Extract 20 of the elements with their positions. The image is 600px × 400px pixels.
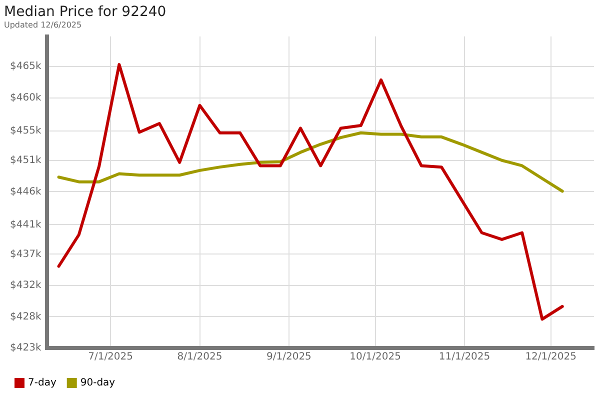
- legend-label: 7-day: [28, 378, 56, 389]
- y-tick-label: $437k: [10, 248, 42, 260]
- x-tick-label: 12/1/2025: [525, 352, 576, 363]
- x-tick-label: 9/1/2025: [266, 352, 312, 363]
- x-tick-label: 7/1/2025: [88, 352, 134, 363]
- legend-label: 90-day: [80, 378, 116, 389]
- chart-subtitle: Updated 12/6/2025: [4, 20, 82, 30]
- y-tick-label: $441k: [10, 219, 42, 230]
- chart-title: Median Price for 92240: [4, 4, 166, 20]
- x-tick-label: 11/1/2025: [438, 352, 490, 363]
- y-tick-label: $451k: [10, 154, 42, 166]
- y-tick-label: $432k: [10, 280, 42, 292]
- x-tick-label: 8/1/2025: [177, 352, 222, 363]
- y-tick-label: $460k: [10, 92, 42, 104]
- y-tick-label: $446k: [10, 186, 42, 198]
- y-tick-label: $465k: [10, 61, 42, 72]
- y-tick-label: $423k: [10, 342, 42, 354]
- x-tick-label: 10/1/2025: [350, 352, 401, 363]
- y-tick-label: $428k: [10, 311, 42, 322]
- y-tick-label: $455k: [10, 125, 42, 136]
